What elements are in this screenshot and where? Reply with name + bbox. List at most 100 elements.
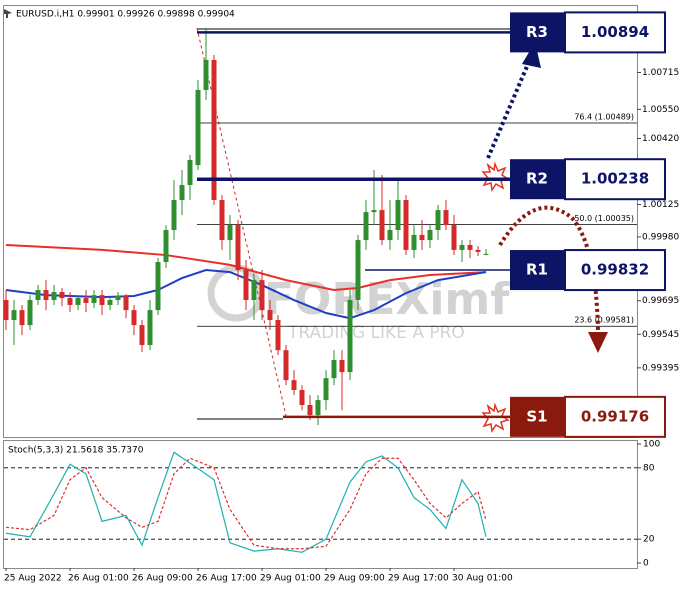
candle-body xyxy=(307,404,313,416)
burst-icon xyxy=(481,161,510,193)
candle-body xyxy=(331,360,337,379)
y-tick-label: 0.99545 xyxy=(642,330,679,340)
header: EURUSD.i,H1 0.99901 0.99926 0.99898 0.99… xyxy=(16,10,235,20)
candle-body xyxy=(419,234,425,241)
candle-body xyxy=(67,298,73,305)
level-name-box xyxy=(510,159,564,200)
candle-body xyxy=(395,200,401,230)
y-tick-label: 0 xyxy=(643,559,649,569)
candle-body xyxy=(19,310,25,326)
level-name-box xyxy=(510,396,564,437)
candle-body xyxy=(179,185,185,201)
candle-body xyxy=(427,229,433,241)
plot: 601.007151.005501.00420701.001250.999803… xyxy=(3,27,679,584)
candle-body xyxy=(91,295,97,303)
y-tick-label: 0.99395 xyxy=(642,363,679,373)
level-name: R2 xyxy=(526,170,548,188)
candle-body xyxy=(35,289,41,301)
x-tick-label: 29 Aug 01:00 xyxy=(260,574,321,584)
y-tick-label: 20 xyxy=(643,535,655,545)
candle-body xyxy=(171,200,177,230)
x-tick-label: 25 Aug 2022 xyxy=(4,574,62,584)
level-value: 0.99176 xyxy=(581,407,649,425)
level-name: R1 xyxy=(526,261,548,279)
candle-body xyxy=(371,210,377,213)
level-name-box xyxy=(510,12,564,53)
candle-body xyxy=(243,270,249,301)
down-arrow-line xyxy=(498,205,600,331)
candle-body xyxy=(227,225,233,241)
candle-body xyxy=(211,59,217,201)
watermark-brand: FOREXimf xyxy=(264,274,510,325)
candle-body xyxy=(147,310,153,346)
candle-body xyxy=(43,289,49,301)
level-value-box xyxy=(564,11,666,54)
header-icon xyxy=(4,9,12,18)
candle-body xyxy=(219,200,225,241)
candle-body xyxy=(387,229,393,241)
candle-body xyxy=(131,310,137,326)
candle-body xyxy=(251,280,257,301)
stoch-panel-frame xyxy=(3,440,638,569)
candle-body xyxy=(291,380,297,391)
candle-body xyxy=(339,360,345,373)
candle-body xyxy=(299,390,305,405)
candle-body xyxy=(107,300,113,305)
level-value-box xyxy=(564,158,666,201)
candle-body xyxy=(379,210,385,241)
x-tick-label: 29 Aug 09:00 xyxy=(324,574,385,584)
y-tick-label: 1.00420 xyxy=(642,134,679,144)
level-value-box xyxy=(564,249,666,292)
candle-body xyxy=(115,296,121,301)
watermark-tagline: TRADING LIKE A PRO xyxy=(287,323,465,343)
candle-body xyxy=(275,319,281,351)
moving-average xyxy=(5,243,487,291)
candle-body xyxy=(235,225,241,271)
fib-label: 50.0 (1.00035) xyxy=(574,214,634,223)
candle-body xyxy=(355,240,361,301)
stoch-line xyxy=(5,457,487,550)
candle-body xyxy=(283,350,289,381)
x-tick-label: 26 Aug 17:00 xyxy=(196,574,257,584)
level-value: 1.00894 xyxy=(581,23,649,41)
level-value-box xyxy=(564,395,666,438)
down-arrow-head xyxy=(588,332,608,353)
y-tick-label: 1.00550 xyxy=(642,105,679,115)
y-tick-label: 0.99695 xyxy=(642,296,679,306)
candle-body xyxy=(155,261,161,311)
y-tick-label: 80 xyxy=(643,463,655,473)
level-name-box xyxy=(510,250,564,291)
candle-body xyxy=(467,244,473,250)
candle-body xyxy=(459,244,465,250)
candle-body xyxy=(259,280,265,311)
candle-body xyxy=(27,300,33,326)
level-name: R3 xyxy=(526,23,548,41)
candle-body xyxy=(51,291,57,301)
candle-body xyxy=(451,225,457,250)
candle-body xyxy=(315,400,321,416)
fib-label: 76.4 (1.00489) xyxy=(574,113,634,122)
candle-body xyxy=(435,210,441,230)
candle-body xyxy=(475,249,481,252)
level-value: 1.00238 xyxy=(581,170,649,188)
candle-body xyxy=(59,291,65,299)
y-tick-label: 1.00125 xyxy=(642,200,679,210)
candle-body xyxy=(363,212,369,241)
watermark: FOREXimf TRADING LIKE A PRO xyxy=(207,264,510,343)
candle-body xyxy=(139,325,145,346)
up-arrow-line xyxy=(486,63,530,159)
level-value: 0.99832 xyxy=(581,261,649,279)
candle-body xyxy=(443,210,449,226)
x-tick-label: 29 Aug 17:00 xyxy=(388,574,449,584)
candle-body xyxy=(75,298,81,305)
stoch-line xyxy=(5,451,487,553)
candle-body xyxy=(483,253,489,255)
candle-body xyxy=(163,229,169,262)
annotations: R3 1.00894 R2 1.00238 R1 0.99832 S1 0.99176 xyxy=(197,11,666,438)
candle-body xyxy=(347,300,353,373)
main-panel-frame xyxy=(3,5,638,438)
candle-body xyxy=(411,234,417,250)
y-tick-label: 1.00715 xyxy=(642,68,679,78)
